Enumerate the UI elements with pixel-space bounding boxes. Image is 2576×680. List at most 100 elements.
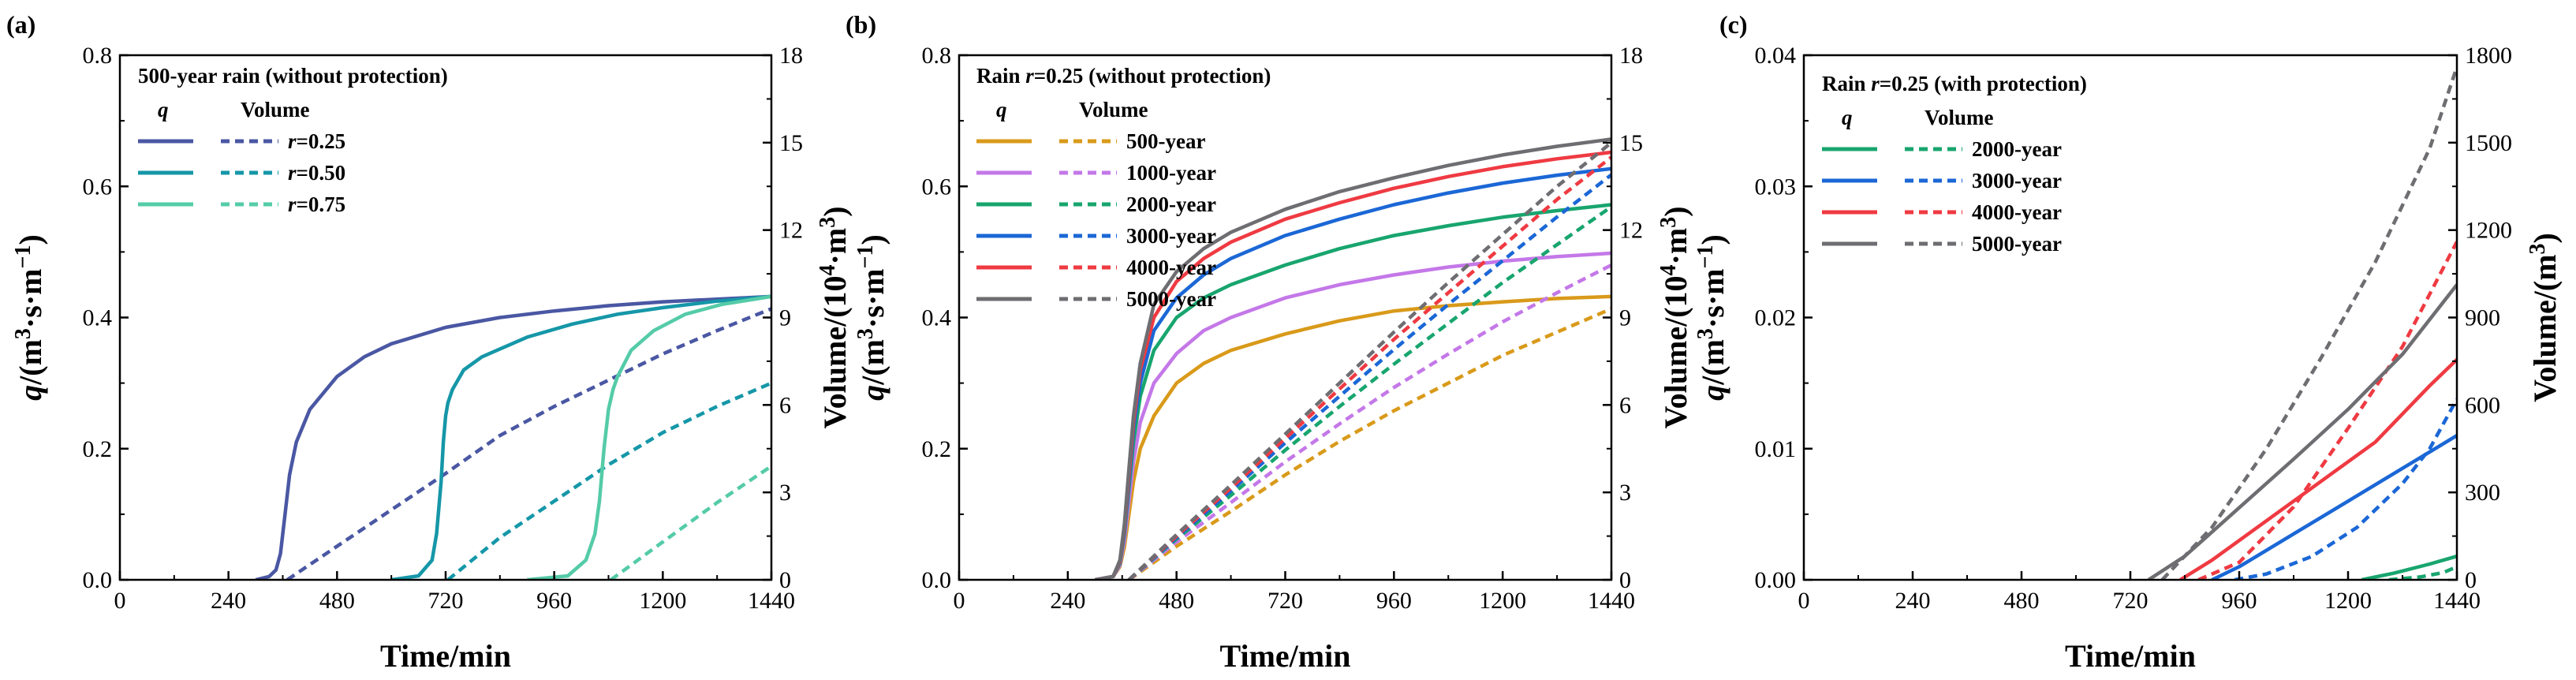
x-tick-label: 0 (114, 588, 126, 614)
x-tick-label: 720 (428, 588, 464, 614)
panel-label: (b) (846, 10, 876, 39)
legend-label: 3000-year (1972, 169, 2062, 192)
volume-line-5000-year (1127, 141, 1611, 580)
legend-header-volume: Volume (1925, 106, 1994, 129)
y-right-tick-label: 600 (2465, 392, 2500, 418)
x-tick-label: 0 (1798, 588, 1810, 614)
x-tick-label: 1440 (2433, 588, 2481, 614)
y-right-tick-label: 15 (779, 130, 803, 156)
legend-label: 2000-year (1126, 192, 1216, 216)
legend-label: r=0.75 (288, 192, 345, 216)
volume-line-2000-year (2388, 565, 2457, 580)
legend-title: 500-year rain (without protection) (138, 64, 448, 88)
x-tick-label: 960 (1376, 588, 1412, 614)
x-tick-label: 720 (2113, 588, 2149, 614)
q-line-r-0-75 (527, 294, 771, 580)
y-right-tick-label: 0 (2465, 567, 2477, 593)
y-left-tick-label: 0.8 (83, 43, 113, 69)
x-tick-label: 1440 (748, 588, 795, 614)
y-right-tick-label: 900 (2465, 305, 2500, 331)
x-axis-title: Time/min (380, 638, 511, 674)
volume-line-r-0-25 (286, 307, 771, 580)
y-right-tick-label: 9 (779, 305, 791, 331)
y-right-tick-label: 15 (1619, 130, 1643, 156)
y-right-axis-title: Volume/(104·m3) (816, 206, 853, 428)
y-right-tick-label: 0 (1619, 567, 1631, 593)
y-right-tick-label: 3 (1619, 480, 1631, 506)
panel-label: (a) (6, 10, 35, 39)
panel-label: (c) (1719, 10, 1748, 39)
x-tick-label: 1200 (1479, 588, 1526, 614)
q-line-r-0-25 (255, 294, 771, 580)
volume-line-5000-year (2160, 66, 2457, 580)
x-tick-label: 240 (1050, 588, 1085, 614)
y-left-axis-title: q/(m3·s·m−1) (1693, 234, 1730, 401)
q-line-4000-year (2179, 358, 2457, 580)
legend-label: 2000-year (1972, 137, 2062, 161)
volume-line-3000-year (2234, 398, 2457, 580)
plot-area (255, 294, 771, 580)
legend-label: 4000-year (1126, 256, 1216, 279)
legend-label: 500-year (1126, 129, 1205, 153)
y-right-tick-label: 12 (1619, 218, 1643, 244)
y-left-tick-label: 0.2 (922, 436, 952, 462)
x-tick-label: 240 (1895, 588, 1931, 614)
volume-line-r-0-75 (610, 465, 771, 580)
q-line-5000-year (1094, 137, 1611, 580)
y-left-tick-label: 0.8 (922, 43, 952, 69)
x-axis-title: Time/min (1220, 638, 1351, 674)
x-tick-label: 0 (954, 588, 965, 614)
chart-panel-3: 0 240 480 720 960 1200 1440 0.00 0.01 0.02 0.03 0.0… (1693, 10, 2563, 674)
x-tick-label: 1200 (639, 588, 686, 614)
legend-header-volume: Volume (1079, 98, 1148, 121)
legend-label: r=0.25 (288, 129, 345, 153)
legend: 500-year rain (without protection) q Volum… (138, 64, 448, 216)
y-left-tick-label: 0.0 (922, 567, 952, 593)
plot-area (2147, 66, 2457, 580)
y-right-tick-label: 12 (779, 218, 803, 244)
y-right-tick-label: 3 (779, 480, 791, 506)
x-tick-label: 960 (2222, 588, 2257, 614)
y-right-tick-label: 18 (1619, 43, 1643, 69)
x-tick-label: 720 (1267, 588, 1303, 614)
volume-line-500-year (1128, 307, 1611, 580)
legend-label: 3000-year (1126, 224, 1216, 248)
x-axis-title: Time/min (2065, 638, 2196, 674)
plot-area (1094, 137, 1611, 580)
plot-frame (118, 54, 773, 581)
plot-frame (1802, 54, 2458, 581)
y-right-tick-label: 0 (779, 567, 791, 593)
legend-header-q: q (996, 98, 1007, 121)
y-left-tick-label: 0.4 (922, 305, 952, 331)
y-left-axis-title: q/(m3·s·m−1) (853, 234, 890, 401)
q-line-r-0-50 (390, 294, 771, 580)
y-left-axis-title: q/(m3·s·m−1) (11, 234, 48, 401)
x-tick-label: 480 (1159, 588, 1194, 614)
volume-line-1000-year (1127, 263, 1611, 580)
y-left-tick-label: 0.4 (83, 305, 113, 331)
y-right-axis-title: Volume/(m3) (2526, 233, 2563, 402)
y-right-axis-title: Volume/(104·m3) (1656, 206, 1693, 428)
y-left-tick-label: 0.0 (83, 567, 113, 593)
q-line-3000-year (2211, 434, 2457, 580)
legend-label: 4000-year (1972, 200, 2062, 224)
legend-label: r=0.50 (288, 161, 345, 185)
y-right-tick-label: 300 (2465, 480, 2500, 506)
legend: Rain r=0.25 (with protection) q Volume 2000… (1822, 72, 2087, 256)
x-tick-label: 480 (2004, 588, 2040, 614)
y-right-tick-label: 9 (1619, 305, 1631, 331)
y-left-tick-label: 0.04 (1755, 43, 1797, 69)
legend-label: 1000-year (1126, 161, 1216, 185)
x-tick-label: 240 (211, 588, 246, 614)
legend-title: Rain r=0.25 (without protection) (976, 64, 1271, 88)
x-tick-label: 960 (536, 588, 572, 614)
legend-label: 5000-year (1972, 232, 2062, 256)
q-line-2000-year (2361, 554, 2457, 580)
y-left-tick-label: 0.6 (922, 174, 952, 200)
y-right-tick-label: 18 (779, 43, 803, 69)
legend: Rain r=0.25 (without protection) q Volume 5… (976, 64, 1271, 311)
legend-header-volume: Volume (241, 98, 310, 121)
y-left-tick-label: 0.02 (1755, 305, 1797, 331)
x-tick-label: 1440 (1588, 588, 1635, 614)
y-left-tick-label: 0.00 (1755, 567, 1797, 593)
